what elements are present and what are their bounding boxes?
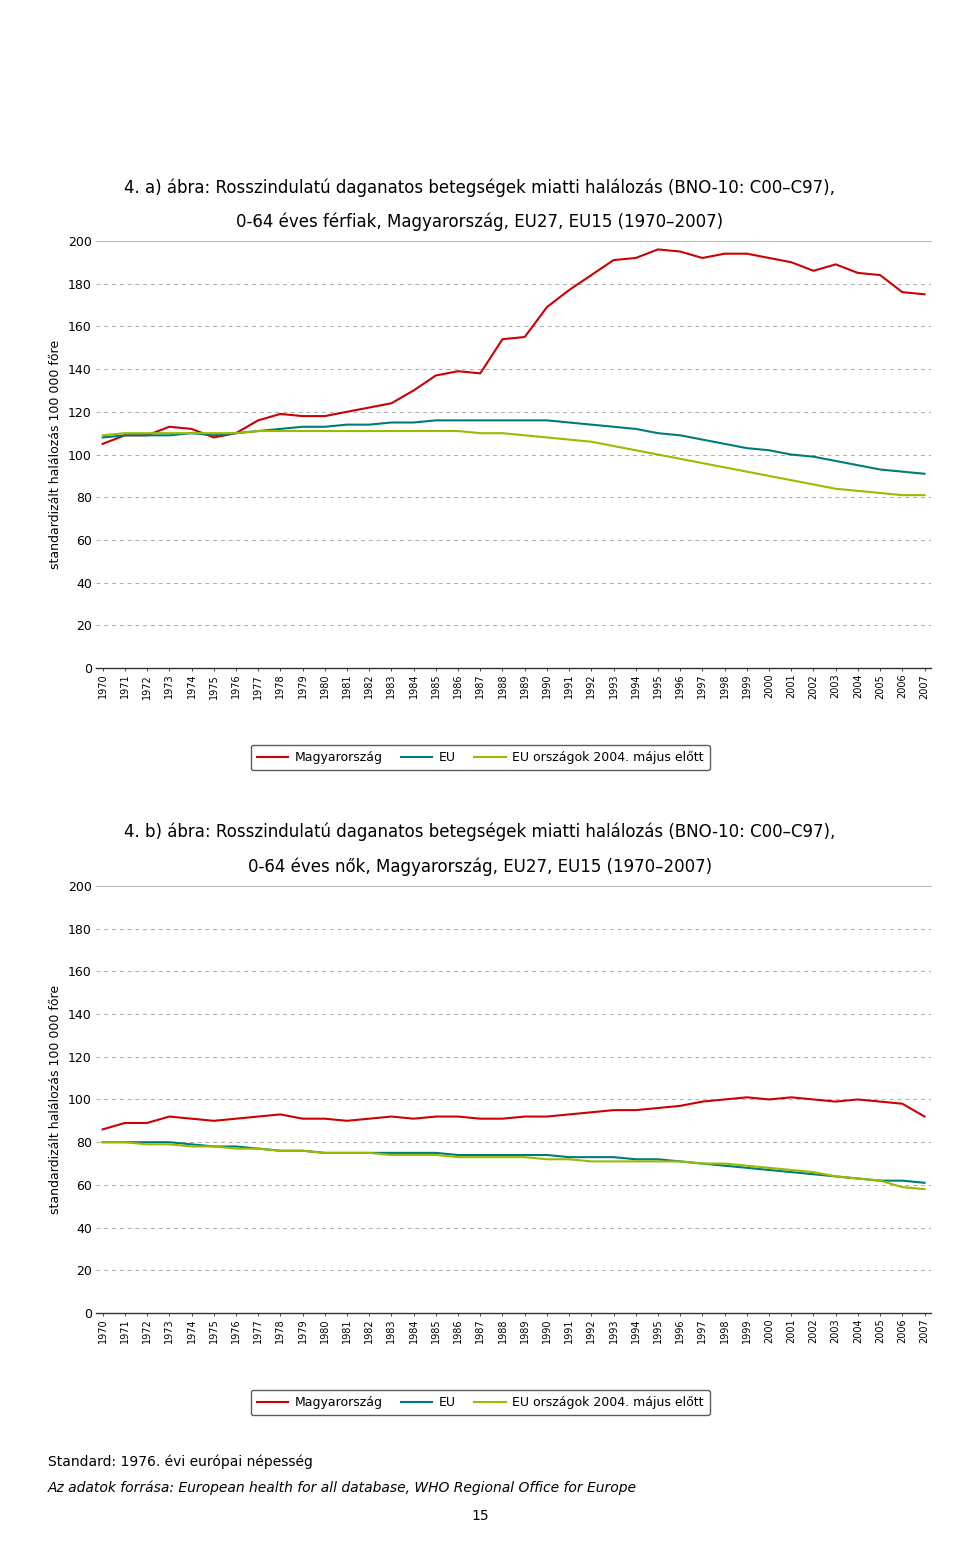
Text: 4. b) ábra: Rosszindulatú daganatos betegségek miatti halálozás (BNO-10: C00–C97: 4. b) ábra: Rosszindulatú daganatos bete… xyxy=(124,824,836,841)
Y-axis label: standardizált halálozás 100 000 főre: standardizált halálozás 100 000 főre xyxy=(49,985,62,1214)
Legend: Magyarország, EU, EU országok 2004. május előtt: Magyarország, EU, EU országok 2004. máju… xyxy=(251,1389,709,1416)
Y-axis label: standardizált halálozás 100 000 főre: standardizált halálozás 100 000 főre xyxy=(49,340,62,569)
Text: 0-64 éves férfiak, Magyarország, EU27, EU15 (1970–2007): 0-64 éves férfiak, Magyarország, EU27, E… xyxy=(236,213,724,230)
Legend: Magyarország, EU, EU országok 2004. május előtt: Magyarország, EU, EU országok 2004. máju… xyxy=(251,744,709,771)
Text: 0-64 éves nők, Magyarország, EU27, EU15 (1970–2007): 0-64 éves nők, Magyarország, EU27, EU15 … xyxy=(248,858,712,875)
Text: Standard: 1976. évi európai népesség: Standard: 1976. évi európai népesség xyxy=(48,1455,313,1469)
Text: 4. a) ábra: Rosszindulatú daganatos betegségek miatti halálozás (BNO-10: C00–C97: 4. a) ábra: Rosszindulatú daganatos bete… xyxy=(125,179,835,196)
Text: Az adatok forrása: European health for all database, WHO Regional Office for Eur: Az adatok forrása: European health for a… xyxy=(48,1481,637,1495)
Text: 15: 15 xyxy=(471,1509,489,1523)
